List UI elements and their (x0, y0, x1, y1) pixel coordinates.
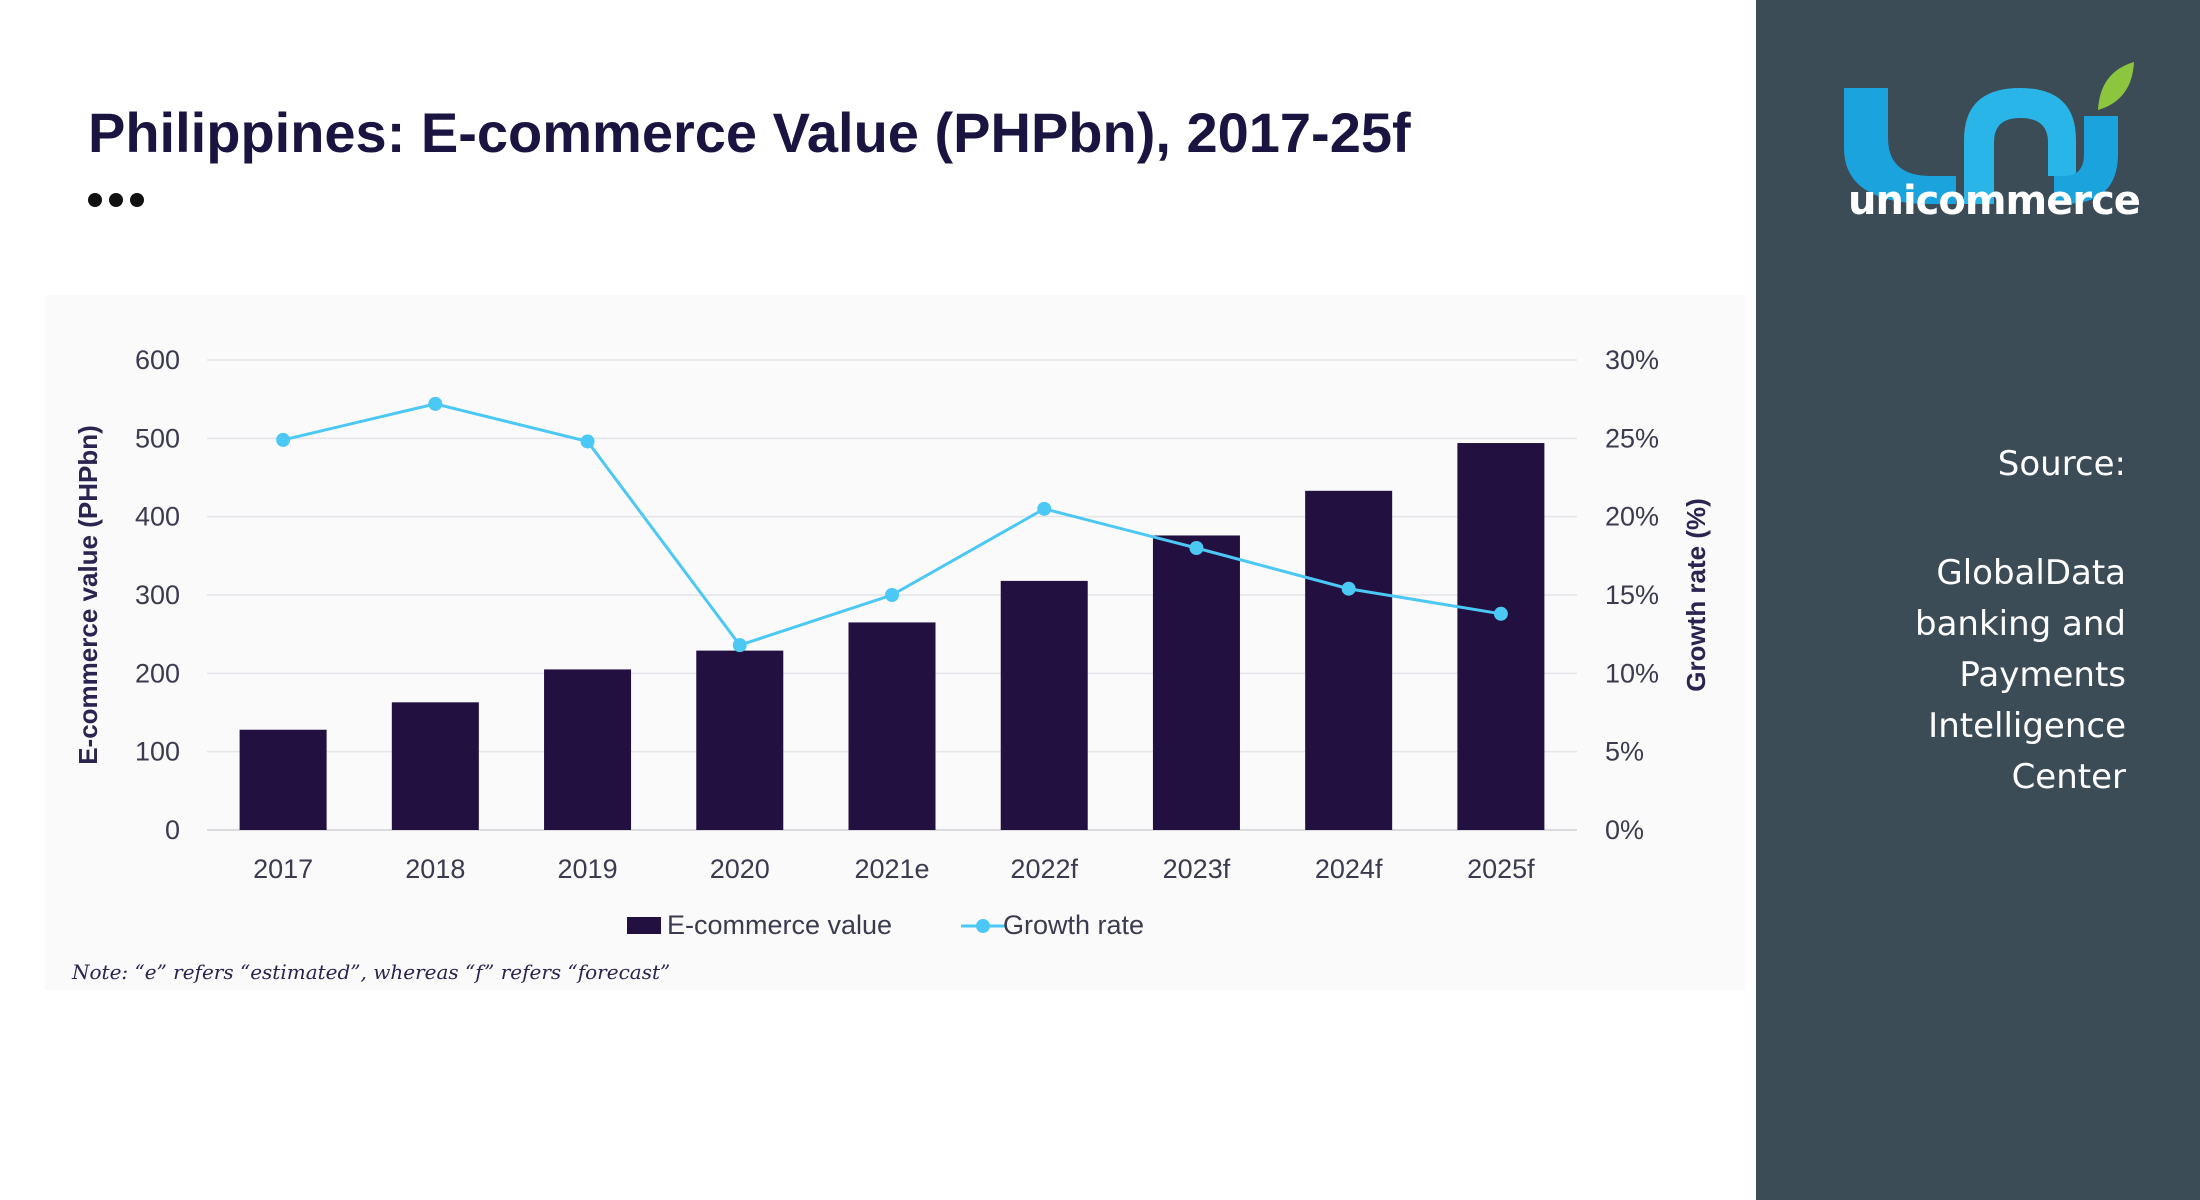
bar (696, 650, 784, 830)
y2-tick-label: 20% (1605, 502, 1659, 532)
page-title: Philippines: E-commerce Value (PHPbn), 2… (88, 101, 1411, 164)
y-tick-label: 0 (165, 815, 180, 845)
legend-line-marker (976, 919, 990, 933)
growth-rate-point (276, 432, 291, 447)
y-tick-label: 500 (135, 423, 180, 453)
growth-rate-point (1189, 541, 1204, 555)
bar (1305, 490, 1393, 830)
dot (88, 193, 102, 207)
x-tick-label: 2023f (1163, 854, 1231, 884)
bar (848, 622, 936, 830)
x-tick-label: 2024f (1315, 854, 1383, 884)
bar (544, 669, 632, 830)
growth-rate-point (428, 396, 443, 411)
combo-chart: 0 100 200 300 400 500 600 0% 5% 10% 15% 20% 25% 30% 20… (73, 345, 1711, 940)
y2-tick-label: 0% (1605, 815, 1644, 845)
y-tick-label: 400 (135, 502, 180, 532)
y-tick-label: 100 (135, 737, 180, 767)
logo-wordmark: unicommerce (1848, 178, 2141, 224)
y-tick-label: 600 (135, 345, 180, 375)
y2-tick-label: 25% (1605, 423, 1659, 453)
x-tick-label: 2022f (1010, 854, 1078, 884)
x-tick-label: 2025f (1467, 854, 1535, 884)
legend-bar-swatch (627, 917, 661, 934)
growth-rate-point (885, 588, 899, 602)
bar (1457, 443, 1545, 830)
dot (109, 193, 123, 207)
y-tick-label: 300 (135, 580, 180, 610)
x-tick-label: 2021e (854, 854, 929, 884)
y2-tick-label: 5% (1605, 737, 1644, 767)
y2-tick-label: 10% (1605, 658, 1659, 688)
growth-rate-point (1037, 501, 1052, 516)
bar (391, 702, 479, 830)
dot (130, 193, 144, 207)
bar (239, 729, 327, 830)
bar (1000, 580, 1088, 830)
sidebar: unicommerce Source: GlobalData banking a… (1756, 0, 2200, 1200)
growth-rate-point (1493, 606, 1508, 621)
x-tick-label: 2020 (710, 854, 770, 884)
x-tick-label: 2019 (558, 854, 618, 884)
more-options-icon[interactable] (88, 193, 144, 207)
y-tick-label: 200 (135, 658, 180, 688)
chart-area: 0 100 200 300 400 500 600 0% 5% 10% 15% 20% 25% 30% 20… (45, 295, 1745, 990)
legend-bar-label: E-commerce value (667, 910, 892, 940)
growth-rate-point (1341, 581, 1356, 596)
legend-line-label: Growth rate (1003, 910, 1144, 940)
bar (1152, 535, 1240, 830)
chart-note: Note: “e” refers “estimated”, whereas “f… (72, 960, 671, 984)
unicommerce-logo-icon (1844, 62, 2134, 204)
growth-rate-point (580, 434, 595, 449)
x-tick-label: 2018 (405, 854, 465, 884)
source-text: GlobalData banking and Payments Intellig… (1914, 553, 2126, 797)
y-axis-title: E-commerce value (PHPbn) (73, 425, 103, 765)
y2-axis-title: Growth rate (%) (1681, 498, 1711, 692)
source-label: Source: (1997, 444, 2126, 484)
x-tick-label: 2017 (253, 854, 313, 884)
growth-rate-point (732, 638, 747, 653)
y2-tick-label: 15% (1605, 580, 1659, 610)
y2-tick-label: 30% (1605, 345, 1659, 375)
